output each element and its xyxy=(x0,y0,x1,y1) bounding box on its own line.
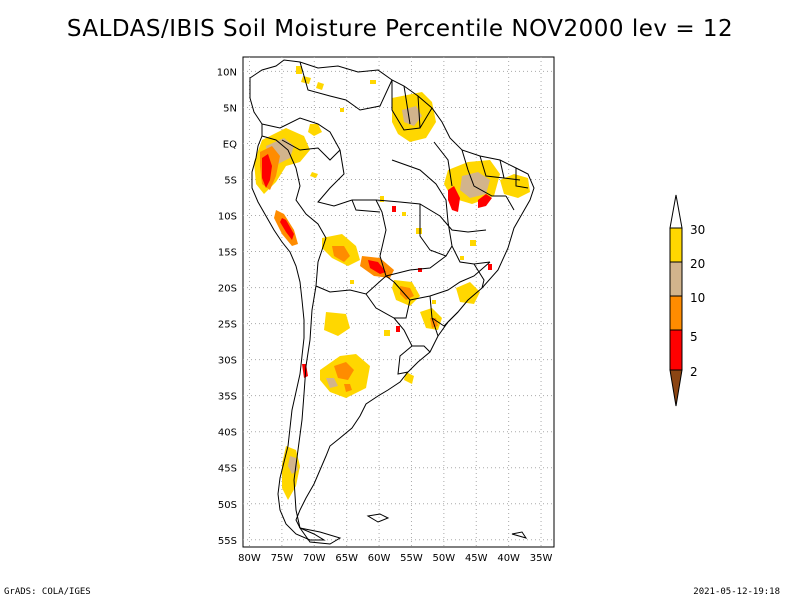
grid-lines xyxy=(243,57,554,547)
legend-arrow-bottom xyxy=(669,369,683,407)
lat-tick-label: 10N xyxy=(217,67,237,78)
lon-tick-label: 60W xyxy=(368,553,391,564)
coastline xyxy=(249,59,535,545)
border-ecuador-peru xyxy=(261,135,327,239)
shade-patch-chaco xyxy=(324,312,350,336)
shade-patch-pampas-orange xyxy=(334,362,354,392)
footer-credit: GrADS: COLA/IGES xyxy=(4,587,91,597)
border-brazil-west xyxy=(317,149,395,283)
lon-tick-label: 70W xyxy=(303,553,326,564)
tierra-del-fuego xyxy=(298,527,342,545)
lon-tick-label: 75W xyxy=(271,553,294,564)
shade-patch-paraguay-orange xyxy=(400,286,414,300)
lat-tick-label: 25S xyxy=(218,320,237,331)
lat-tick-label: 5S xyxy=(224,176,237,187)
lat-tick-label: 15S xyxy=(218,248,237,259)
border-venezuela xyxy=(299,61,393,111)
legend-swatch-30 xyxy=(669,227,683,263)
lat-tick-label: 45S xyxy=(218,464,237,475)
legend-label-30: 30 xyxy=(690,223,705,237)
footer-timestamp: 2021-05-12-19:18 xyxy=(693,587,780,597)
longitude-tick-labels: 80W 75W 70W 65W 60W 55W 50W 45W 40W 35W xyxy=(238,553,552,564)
shade-patch-bolivia-orange xyxy=(332,246,350,262)
border-chile-argentina xyxy=(293,285,317,529)
lon-tick-label: 45W xyxy=(465,553,488,564)
shade-patch-ne-coast xyxy=(500,174,530,198)
lat-tick-label: 40S xyxy=(218,428,237,439)
shade-patch-peru-red xyxy=(262,154,272,188)
legend-label-20: 20 xyxy=(690,257,705,271)
lon-tick-label: 55W xyxy=(400,553,423,564)
latitude-tick-labels: 10N 5N EQ 5S 10S 15S 20S 25S 30S 35S 40S 45S 50S 55S xyxy=(217,67,237,546)
percentile-shading xyxy=(254,66,530,500)
shade-patch-pampas-tan xyxy=(326,378,338,388)
map-title: SALDAS/IBIS Soil Moisture Percentile NOV… xyxy=(66,16,734,42)
border-uruguay xyxy=(397,345,413,375)
map-frame xyxy=(242,56,555,548)
continent-outline xyxy=(249,59,535,541)
shade-patch-se-brazil xyxy=(456,282,480,304)
lat-tick-label: 5N xyxy=(223,103,237,114)
shade-patch-ne-brazil-tan xyxy=(460,172,490,198)
lat-tick-label: EQ xyxy=(223,139,237,150)
border-paraguay xyxy=(365,281,411,319)
lat-tick-label: 35S xyxy=(218,392,237,403)
shade-patch-guyana-tan xyxy=(402,106,422,126)
shade-patch-nw xyxy=(296,66,324,90)
legend-arrow-top xyxy=(669,194,683,229)
lat-tick-label: 30S xyxy=(218,356,237,367)
shade-patch-central-peru-red xyxy=(280,218,294,240)
shade-patch-ne-brazil-red xyxy=(448,186,492,212)
legend-label-5: 5 xyxy=(690,330,698,344)
shade-patch-uruguay xyxy=(404,372,414,384)
legend-swatch-20 xyxy=(669,261,683,297)
lon-tick-label: 80W xyxy=(238,553,261,564)
lon-tick-label: 50W xyxy=(433,553,456,564)
color-legend: 30 20 10 5 2 xyxy=(669,194,705,407)
legend-label-2: 2 xyxy=(690,365,698,379)
lat-tick-label: 55S xyxy=(218,536,237,547)
lat-tick-label: 50S xyxy=(218,500,237,511)
border-brazil-states xyxy=(351,141,529,337)
legend-swatch-10 xyxy=(669,295,683,331)
shade-patch-andes-red xyxy=(302,364,308,378)
lon-tick-label: 35W xyxy=(530,553,553,564)
south-georgia xyxy=(511,531,528,539)
shade-patch-colombia xyxy=(308,124,322,136)
lat-tick-label: 10S xyxy=(218,212,237,223)
legend-swatch-5 xyxy=(669,329,683,371)
legend-label-10: 10 xyxy=(690,291,705,305)
lon-tick-label: 40W xyxy=(497,553,520,564)
falklands xyxy=(366,513,390,523)
lat-tick-label: 20S xyxy=(218,284,237,295)
border-guianas xyxy=(391,80,433,131)
border-colombia xyxy=(261,117,341,161)
lon-tick-label: 65W xyxy=(335,553,358,564)
shade-patch-mato-grosso-red xyxy=(368,260,386,274)
